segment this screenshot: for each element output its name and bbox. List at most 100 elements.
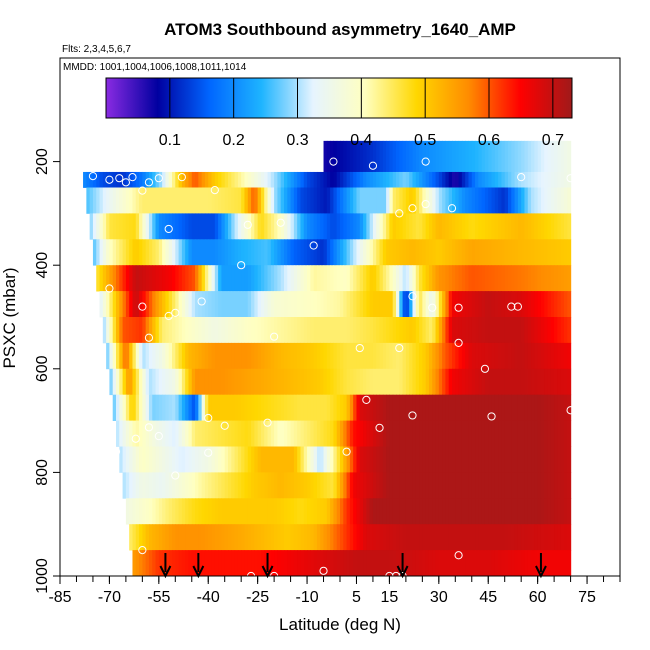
heatmap-cell: [307, 394, 311, 421]
heatmap-cell: [326, 239, 331, 266]
heatmap-cell: [478, 291, 483, 318]
heatmap-cell: [178, 524, 183, 551]
heatmap-cell: [244, 187, 249, 214]
heatmap-cell: [185, 317, 190, 344]
heatmap-cell: [122, 446, 127, 473]
heatmap-cell: [514, 498, 519, 525]
heatmap-cell: [432, 342, 437, 370]
heatmap-cell: [504, 342, 509, 370]
heatmap-cell: [290, 213, 295, 240]
heatmap-cell: [254, 171, 259, 188]
heatmap-cell: [435, 291, 440, 318]
heatmap-cell: [125, 342, 130, 370]
heatmap-cell: [560, 265, 565, 292]
y-tick-label: 200: [34, 148, 51, 175]
heatmap-cell: [438, 171, 443, 188]
heatmap-cell: [330, 171, 335, 188]
heatmap-cell: [264, 213, 269, 240]
heatmap-cell: [564, 394, 568, 421]
heatmap-cell: [204, 317, 209, 344]
heatmap-cell: [465, 394, 470, 421]
heatmap-cell: [336, 446, 341, 473]
heatmap-cell: [442, 213, 447, 240]
heatmap-cell: [438, 472, 443, 499]
heatmap-cell: [386, 171, 391, 188]
heatmap-cell: [247, 472, 252, 499]
heatmap-cell: [148, 420, 153, 447]
heatmap-cell: [527, 420, 532, 447]
heatmap-cell: [524, 171, 529, 188]
heatmap-cell: [204, 420, 209, 447]
heatmap-cell: [372, 291, 377, 318]
heatmap-cell: [435, 140, 440, 173]
observation-point: [276, 218, 285, 227]
heatmap-cell: [392, 342, 397, 370]
heatmap-cell: [537, 171, 542, 188]
heatmap-cell: [531, 140, 535, 173]
heatmap-cell: [540, 140, 545, 173]
heatmap-cell: [152, 550, 157, 576]
heatmap-cell: [428, 171, 433, 188]
heatmap-cell: [267, 213, 272, 240]
heatmap-cell: [567, 213, 572, 240]
heatmap-cell: [152, 394, 157, 421]
heatmap-cell: [435, 239, 440, 266]
heatmap-cell: [547, 239, 552, 266]
heatmap-cell: [158, 394, 163, 421]
heatmap-cell: [435, 498, 440, 525]
heatmap-cell: [109, 317, 114, 344]
heatmap-cell: [366, 394, 371, 421]
heatmap-cell: [129, 420, 134, 447]
heatmap-cell: [234, 524, 239, 551]
heatmap-cell: [129, 171, 134, 188]
heatmap-cell: [247, 524, 252, 551]
heatmap-cell: [481, 550, 486, 576]
heatmap-cell: [494, 368, 499, 396]
heatmap-cell: [340, 394, 344, 421]
heatmap-cell: [287, 498, 292, 525]
heatmap-cell: [389, 317, 394, 344]
heatmap-cell: [307, 446, 311, 473]
heatmap-cell: [152, 171, 157, 188]
heatmap-cell: [508, 140, 512, 173]
heatmap-cell: [241, 291, 246, 318]
heatmap-cell: [195, 368, 199, 396]
heatmap-cell: [432, 187, 437, 214]
heatmap-cell: [254, 317, 259, 344]
heatmap-cell: [468, 213, 473, 240]
heatmap-cell: [260, 472, 265, 499]
heatmap-cell: [386, 317, 391, 344]
heatmap-cell: [396, 420, 400, 447]
heatmap-cell: [280, 171, 285, 188]
heatmap-cell: [185, 187, 190, 214]
heatmap-cell: [537, 140, 542, 173]
heatmap-cell: [148, 472, 153, 499]
heatmap-cell: [125, 171, 130, 188]
heatmap-cell: [524, 213, 529, 240]
heatmap-cell: [129, 394, 134, 421]
heatmap-cell: [554, 524, 559, 551]
heatmap-cell: [521, 265, 526, 292]
heatmap-cell: [405, 394, 410, 421]
heatmap-cell: [409, 171, 414, 188]
heatmap-cell: [452, 171, 456, 188]
heatmap-cell: [300, 213, 305, 240]
heatmap-cell: [274, 342, 279, 370]
heatmap-cell: [241, 472, 246, 499]
heatmap-cell: [419, 171, 423, 188]
heatmap-cell: [178, 472, 183, 499]
heatmap-cell: [284, 394, 288, 421]
heatmap-cell: [560, 446, 565, 473]
heatmap-cell: [557, 524, 562, 551]
heatmap-cell: [333, 498, 338, 525]
heatmap-cell: [455, 140, 460, 173]
heatmap-cell: [521, 498, 526, 525]
heatmap-cell: [251, 550, 255, 576]
heatmap-cell: [96, 265, 101, 292]
heatmap-cell: [438, 342, 443, 370]
heatmap-cell: [284, 171, 288, 188]
heatmap-cell: [498, 472, 503, 499]
x-tick-label: -10: [295, 589, 318, 606]
heatmap-cell: [481, 317, 486, 344]
heatmap-cell: [343, 213, 348, 240]
